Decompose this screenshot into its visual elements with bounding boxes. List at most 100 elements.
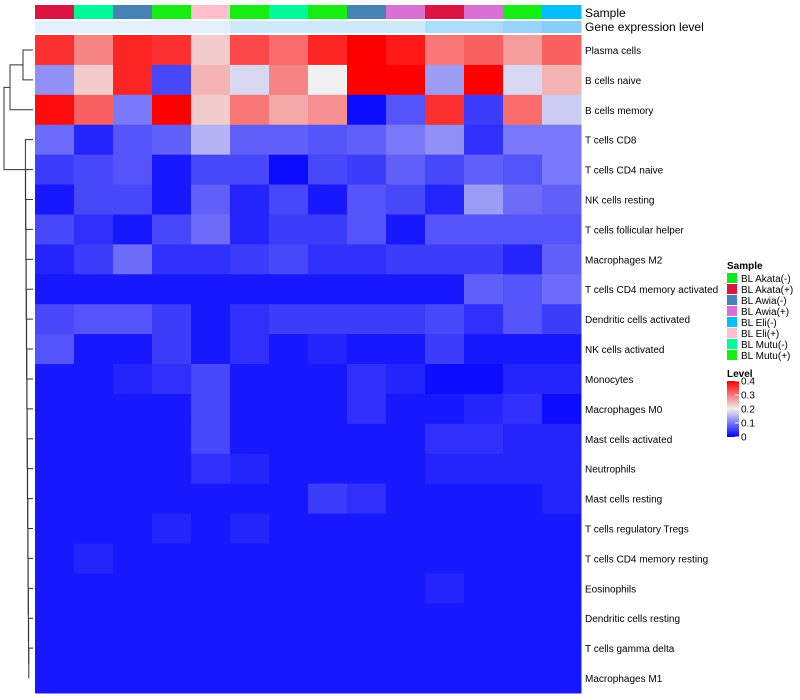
heatmap-cell [542,633,582,664]
annotation-title-sample: Sample [585,6,626,20]
dendrogram-branch [3,86,26,171]
heatmap-cell [347,663,387,694]
heatmap-cell [542,334,582,365]
expression-annotation-cell [191,21,231,33]
heatmap-cell [113,184,153,215]
heatmap-cell [152,154,192,186]
heatmap-cell [386,274,426,305]
heatmap-cell [230,573,270,604]
dendrogram-branch [27,557,33,615]
heatmap-cell [269,154,309,186]
heatmap-cell [347,214,387,245]
heatmap-cell [74,154,114,186]
heatmap-cell [35,124,75,156]
heatmap-cell [347,154,387,186]
heatmap-cell [464,35,504,66]
heatmap-cell [74,274,114,305]
heatmap-cell [425,184,465,215]
heatmap-cell [269,663,309,694]
heatmap-cell [113,483,153,515]
heatmap-cell [542,423,582,455]
sample-annotation-cell [191,5,231,19]
heatmap-cell [542,124,582,156]
heatmap-cell [425,124,465,156]
heatmap-cell [542,64,582,96]
heatmap-cell [152,483,192,515]
heatmap-cell [503,244,543,275]
sample-annotation-cell [503,5,543,19]
heatmap-cell [35,304,75,335]
heatmap-cell [542,214,582,245]
heatmap-cell [74,364,114,395]
sample-annotation-cell [386,5,426,19]
legend-swatch [727,339,737,349]
sample-annotation-cell [269,5,309,19]
heatmap-cell [425,214,465,245]
heatmap-cells [35,35,582,694]
heatmap-cell [191,364,231,395]
heatmap-cell [35,274,75,305]
heatmap-cell [230,184,270,215]
expression-annotation-cell [152,21,192,33]
heatmap-cell [347,244,387,275]
heatmap-cell [542,184,582,215]
legend-sample-list: BL Akata(-)BL Akata(+)BL Awia(-)BL Awia(… [727,273,793,362]
heatmap-cell [35,453,75,485]
heatmap-cell [386,214,426,245]
row-label: Macrophages M1 [585,674,663,685]
heatmap-cell [74,124,114,156]
legend-level-title: Level [727,369,753,380]
heatmap-cell [308,184,348,215]
heatmap-cell [230,483,270,515]
heatmap-cell [542,35,582,66]
heatmap-cell [113,244,153,275]
heatmap-cell [74,423,114,455]
row-label: Macrophages M0 [585,405,663,416]
heatmap-cell [191,184,231,215]
heatmap-cell [464,94,504,126]
heatmap-cell [191,64,231,96]
heatmap-cell [542,393,582,425]
heatmap-cell [425,423,465,455]
legend-swatch [727,350,737,360]
heatmap-cell [152,543,192,574]
heatmap-cell [269,184,309,215]
row-label: Macrophages M2 [585,255,663,266]
heatmap-cell [308,393,348,425]
level-tick-label: 0 [741,433,747,444]
heatmap-cell [191,154,231,186]
heatmap-cell [113,274,153,305]
heatmap-cell [74,334,114,365]
heatmap-cell [113,513,153,544]
heatmap-cell [464,124,504,156]
heatmap-cell [542,274,582,305]
heatmap-cell [230,94,270,126]
heatmap-cell [113,603,153,634]
row-label: T cells CD4 memory resting [585,554,708,565]
heatmap-cell [425,244,465,275]
heatmap-cell [308,35,348,66]
heatmap-cell [152,304,192,335]
heatmap-cell [74,543,114,574]
heatmap-cell [347,543,387,574]
heatmap-cell [386,184,426,215]
heatmap-cell [503,483,543,515]
heatmap-cell [308,603,348,634]
legend-sample-label: BL Awia(-) [741,296,787,307]
row-label: NK cells activated [585,345,664,356]
heatmap-cell [269,214,309,245]
heatmap-cell [113,154,153,186]
heatmap-cell [35,423,75,455]
heatmap-cell [35,184,75,215]
heatmap-cell [542,94,582,126]
heatmap-cell [425,94,465,126]
heatmap-cell [191,274,231,305]
heatmap-cell [464,633,504,664]
row-labels: Plasma cells B cells naive B cells memory T… [585,46,718,685]
heatmap-cell [503,154,543,186]
heatmap-cell [191,334,231,365]
sample-annotation-cell [152,5,192,19]
heatmap-cell [386,393,426,425]
row-label: Mast cells activated [585,435,672,446]
heatmap-cell [230,663,270,694]
